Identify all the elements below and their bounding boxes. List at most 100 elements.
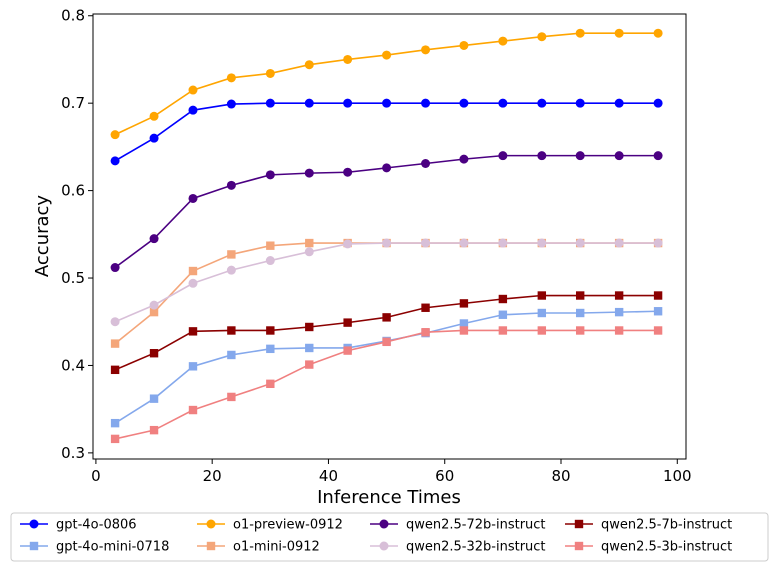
data-point	[421, 328, 430, 337]
data-point	[382, 313, 391, 322]
data-point	[227, 250, 236, 259]
data-point	[498, 294, 508, 304]
plot-frame	[92, 13, 687, 460]
data-point	[459, 154, 469, 164]
legend-marker	[29, 519, 39, 529]
x-tick-label: 100	[663, 467, 692, 485]
data-point	[110, 339, 120, 348]
y-tick-label: 0.3	[61, 444, 85, 462]
data-point	[421, 45, 431, 55]
data-point	[226, 180, 236, 190]
data-point	[149, 133, 159, 143]
x-tick-label: 80	[551, 467, 570, 485]
legend-item: qwen2.5-3b-instruct	[565, 540, 732, 555]
data-point	[305, 238, 314, 248]
data-point	[537, 98, 547, 108]
data-point	[266, 379, 275, 389]
y-tick-label: 0.7	[61, 94, 85, 112]
data-point	[343, 98, 353, 108]
data-point	[498, 310, 508, 319]
data-point	[614, 238, 624, 248]
data-point	[188, 327, 198, 336]
x-tick-label: 60	[435, 467, 454, 485]
data-point	[343, 239, 353, 249]
data-point	[305, 360, 314, 369]
y-tick-label: 0.5	[61, 269, 85, 287]
data-point	[421, 303, 430, 312]
data-point	[188, 278, 198, 288]
legend-item: qwen2.5-72b-instruct	[370, 518, 546, 533]
series-qwen2-5-3b-instruct	[110, 326, 663, 444]
data-point	[188, 405, 198, 415]
legend-marker	[206, 519, 216, 529]
data-point	[305, 343, 314, 353]
data-point	[227, 350, 236, 360]
series-qwen2-5-7b-instruct	[110, 291, 663, 375]
data-point	[265, 98, 275, 108]
data-point	[188, 193, 198, 203]
data-point	[614, 291, 624, 300]
data-point	[227, 392, 236, 402]
data-point	[188, 105, 198, 115]
data-point	[498, 98, 508, 108]
data-point	[575, 98, 585, 108]
data-point	[265, 68, 275, 78]
data-point	[537, 291, 547, 300]
data-point	[498, 151, 508, 161]
data-point	[498, 36, 508, 46]
series-line	[114, 32, 659, 136]
x-tick-label: 40	[319, 467, 338, 485]
data-point	[575, 238, 585, 248]
data-point	[575, 308, 585, 318]
data-point	[305, 322, 314, 332]
data-point	[382, 163, 392, 173]
data-point	[575, 291, 585, 300]
legend-item: o1-mini-0912	[197, 540, 320, 555]
legend-item: qwen2.5-32b-instruct	[370, 540, 546, 555]
data-point	[188, 266, 198, 276]
data-point	[614, 151, 624, 161]
series-line	[114, 154, 659, 269]
data-point	[537, 151, 547, 161]
legend-label: gpt-4o-0806	[56, 518, 137, 533]
data-point	[304, 247, 314, 257]
series-o1-preview-0912	[110, 28, 663, 140]
data-point	[653, 238, 663, 248]
data-point	[266, 241, 275, 250]
series-layer	[110, 28, 663, 444]
series-qwen2-5-32b-instruct	[110, 238, 663, 327]
data-point	[421, 98, 431, 108]
y-axis-label: Accuracy	[32, 195, 53, 278]
legend-label: qwen2.5-72b-instruct	[406, 518, 546, 533]
data-point	[110, 418, 120, 428]
data-point	[421, 238, 431, 248]
legend-label: gpt-4o-mini-0718	[56, 540, 169, 555]
data-point	[537, 326, 547, 335]
data-point	[614, 326, 624, 335]
legend-marker	[574, 519, 584, 529]
data-point	[149, 425, 159, 435]
data-point	[110, 317, 120, 327]
data-point	[459, 326, 469, 335]
data-point	[188, 85, 198, 95]
data-point	[459, 319, 469, 328]
data-point	[614, 28, 624, 38]
legend-marker	[574, 541, 584, 551]
data-point	[110, 434, 120, 444]
y-tick-label: 0.4	[61, 356, 85, 374]
data-point	[459, 299, 469, 308]
data-point	[614, 98, 624, 108]
legend-label: qwen2.5-3b-instruct	[601, 540, 732, 555]
series-line	[114, 329, 659, 440]
series-gpt-4o-0806	[110, 98, 663, 166]
legend-item: o1-preview-0912	[197, 518, 343, 533]
data-point	[265, 256, 275, 266]
legend-item: gpt-4o-mini-0718	[20, 540, 169, 555]
data-point	[575, 326, 585, 335]
data-point	[265, 170, 275, 180]
plot-area	[92, 13, 687, 460]
data-point	[459, 98, 469, 108]
x-axis-label: Inference Times	[317, 487, 461, 508]
data-point	[575, 151, 585, 161]
